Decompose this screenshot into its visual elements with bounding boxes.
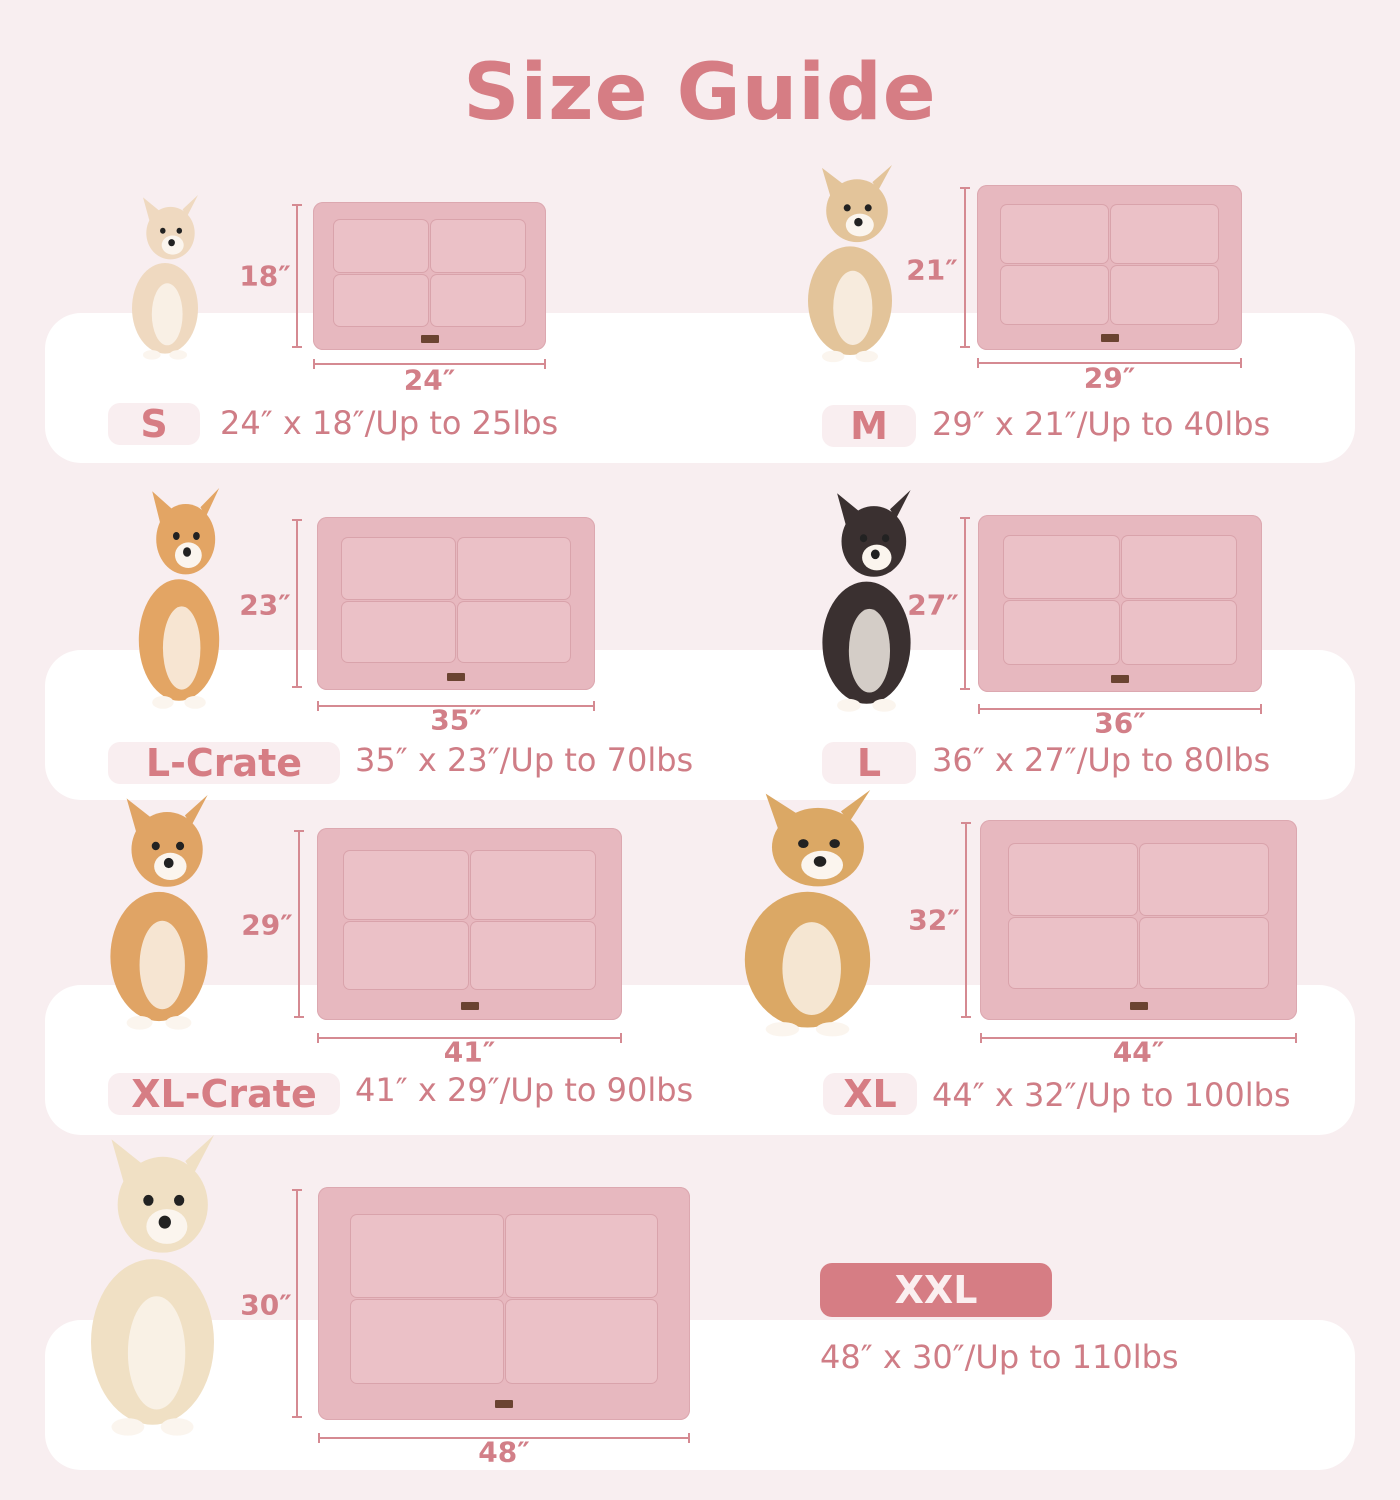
size-badge: L-Crate [108, 742, 340, 784]
height-label: 18″ [239, 259, 291, 293]
size-badge: M [822, 405, 916, 447]
width-dimension-line [980, 1033, 1297, 1043]
height-label: 29″ [241, 908, 293, 942]
height-dimension-line [961, 822, 971, 1018]
width-dimension-line [313, 359, 546, 369]
golden-retriever-dog-image [703, 790, 912, 1040]
brand-tag [460, 1002, 479, 1011]
xxl-mat-image [318, 1187, 690, 1420]
width-dimension-line [318, 1433, 690, 1443]
width-label: 44″ [1112, 1035, 1165, 1069]
size-spec: 44″ x 32″/Up to 100lbs [932, 1076, 1291, 1114]
brand-tag [420, 334, 439, 343]
height-label: 21″ [906, 253, 958, 287]
size-spec: 48″ x 30″/Up to 110lbs [820, 1338, 1179, 1376]
corgi-dog-image [112, 488, 246, 712]
width-label: 35″ [430, 703, 482, 737]
width-label: 48″ [478, 1435, 530, 1469]
s-mat-image [313, 202, 546, 350]
size-badge: L [822, 742, 916, 784]
size-badge: XL [823, 1073, 917, 1115]
width-dimension-line [317, 701, 595, 711]
height-label: 32″ [908, 903, 960, 937]
height-label: 23″ [239, 588, 291, 622]
l-mat-image [978, 515, 1262, 692]
height-label: 30″ [240, 1288, 292, 1322]
width-label: 24″ [403, 363, 456, 397]
width-label: 29″ [1083, 361, 1136, 395]
size-badge: XXL [820, 1263, 1052, 1317]
labrador-retriever-dog-image [50, 1135, 255, 1440]
fluffy-puppy-dog-image [780, 165, 920, 365]
height-dimension-line [292, 519, 302, 688]
l-crate-mat-image [317, 517, 595, 690]
page-title: Size Guide [463, 48, 937, 138]
m-mat-image [977, 185, 1242, 350]
xl-mat-image [980, 820, 1297, 1020]
width-dimension-line [317, 1033, 622, 1043]
size-badge: S [108, 403, 200, 445]
width-label: 36″ [1094, 706, 1146, 740]
size-spec: 35″ x 23″/Up to 70lbs [355, 741, 694, 779]
width-label: 41″ [443, 1035, 496, 1069]
brand-tag [1100, 333, 1119, 342]
brand-tag [1111, 675, 1129, 684]
width-dimension-line [977, 358, 1242, 368]
xl-crate-mat-image [317, 828, 622, 1020]
brand-tag [495, 1400, 513, 1409]
height-dimension-line [960, 187, 970, 348]
chihuahua-puppy-dog-image [110, 195, 220, 362]
size-spec: 41″ x 29″/Up to 90lbs [355, 1071, 694, 1109]
brand-tag [447, 673, 465, 682]
height-dimension-line [960, 517, 970, 690]
shiba-inu-dog-image [78, 795, 240, 1033]
border-collie-dog-image [793, 490, 940, 715]
height-dimension-line [292, 204, 302, 348]
height-dimension-line [294, 830, 304, 1018]
brand-tag [1129, 1002, 1148, 1010]
size-badge: XL-Crate [108, 1073, 340, 1115]
size-spec: 36″ x 27″/Up to 80lbs [932, 741, 1271, 779]
size-spec: 24″ x 18″/Up to 25lbs [220, 404, 559, 442]
height-label: 27″ [907, 588, 959, 622]
size-spec: 29″ x 21″/Up to 40lbs [932, 405, 1271, 443]
height-dimension-line [292, 1189, 302, 1418]
row-background [45, 1320, 1355, 1470]
width-dimension-line [978, 704, 1262, 714]
